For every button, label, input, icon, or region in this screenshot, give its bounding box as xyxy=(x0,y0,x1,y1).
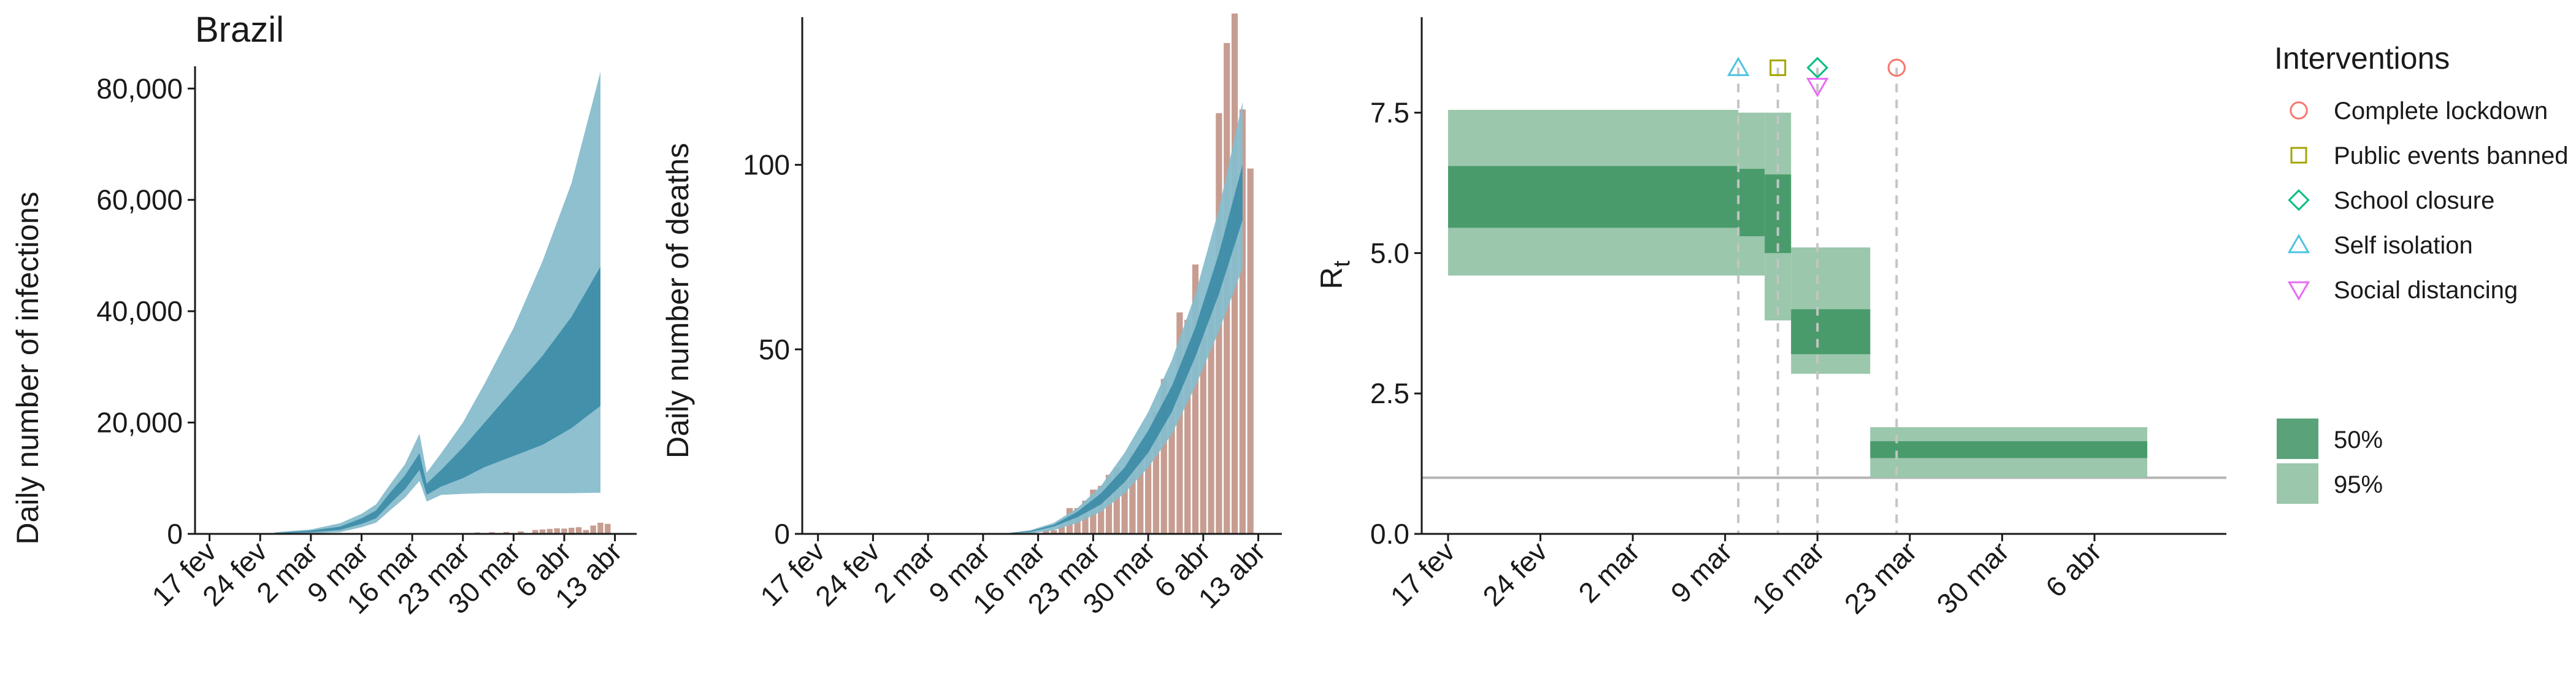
rt-x-tick-label: 23 mar xyxy=(1838,535,1923,620)
deaths-bar xyxy=(1200,334,1206,534)
deaths-bar xyxy=(1152,412,1160,534)
rt-x-tick-label: 9 mar xyxy=(1665,535,1738,609)
legend-marker xyxy=(2290,147,2307,164)
rt-step-50 xyxy=(1791,309,1871,355)
deaths-bar xyxy=(1137,449,1144,534)
legend-marker xyxy=(2287,234,2310,253)
infections-y-tick-label: 80,000 xyxy=(96,72,183,104)
rt-intervention-marker xyxy=(1769,59,1787,76)
rt-step-50 xyxy=(1448,166,1739,228)
legend-label: Self isolation xyxy=(2334,232,2473,259)
deaths-ribbon-95 xyxy=(983,102,1243,534)
infections-bar xyxy=(575,527,582,534)
infections-y-tick-label: 20,000 xyxy=(96,407,183,439)
rt-intervention-marker xyxy=(1887,58,1906,77)
rt-subscript: t xyxy=(1329,260,1355,267)
legend-swatch xyxy=(2277,463,2318,504)
deaths-bar xyxy=(1192,264,1199,534)
infections-bar xyxy=(532,530,539,534)
infections-bar xyxy=(605,523,611,534)
rt-intervention-marker xyxy=(1806,77,1829,98)
infections-bar xyxy=(546,528,553,534)
legend-swatch xyxy=(2277,419,2318,459)
infections-ribbon-50 xyxy=(274,266,600,534)
deaths-y-tick-label: 0 xyxy=(774,518,790,550)
legend-marker xyxy=(2287,281,2310,301)
deaths-bar xyxy=(1051,530,1057,534)
legend-label: 50% xyxy=(2334,426,2383,453)
rt-y-tick-label: 0.0 xyxy=(1370,518,1409,550)
deaths-bar xyxy=(1208,287,1214,534)
legend-label: Public events banned xyxy=(2334,142,2569,169)
legend-marker xyxy=(2290,101,2308,120)
deaths-x-tick-label: 24 fev xyxy=(809,535,886,612)
deaths-bar xyxy=(1121,474,1128,534)
infections-y-tick-label: 40,000 xyxy=(96,295,183,327)
rt-x-tick-label: 6 abr xyxy=(2039,535,2107,603)
rt-intervention-marker xyxy=(1806,56,1828,79)
rt-x-tick-label: 2 mar xyxy=(1572,535,1646,609)
deaths-bar xyxy=(1113,467,1120,534)
infections-bar xyxy=(518,531,524,534)
rt-step-50 xyxy=(1738,169,1765,236)
infections-y-tick-label: 0 xyxy=(167,518,183,550)
legend-label: Social distancing xyxy=(2334,277,2518,304)
legend-label: 95% xyxy=(2334,471,2383,498)
deaths-bar xyxy=(1129,452,1136,534)
legend: Interventions Complete lockdown Public ev… xyxy=(2274,41,2569,504)
rt-y-tick-label: 7.5 xyxy=(1370,97,1409,129)
rt-step-50 xyxy=(1870,441,2147,458)
infections-bar xyxy=(569,528,575,534)
infections-ribbon-95 xyxy=(274,72,600,534)
infections-bar xyxy=(583,530,589,534)
infections-bar xyxy=(503,531,510,534)
deaths-bar xyxy=(1184,320,1191,534)
deaths-bar xyxy=(1058,522,1065,534)
infections-y-tick-label: 60,000 xyxy=(96,184,183,216)
rt-y-tick-label: 5.0 xyxy=(1370,237,1409,269)
rt-panel: Rt 0.02.55.07.517 fev 24 fev 2 mar 9 mar 16 … xyxy=(1314,17,2226,620)
deaths-bar xyxy=(1144,449,1152,534)
legend-label: School closure xyxy=(2334,187,2494,214)
y-axis-title-infections: Daily number of infections xyxy=(10,191,45,544)
y-axis-title-rt: Rt xyxy=(1314,260,1355,289)
deaths-ribbon-50 xyxy=(983,164,1243,534)
rt-x-tick-label: 24 fev xyxy=(1476,535,1553,612)
deaths-bar xyxy=(1043,530,1049,534)
rt-label: R xyxy=(1314,267,1349,289)
deaths-bar xyxy=(1176,312,1183,534)
panel-title-infections: Brazil xyxy=(195,10,284,50)
deaths-bar xyxy=(1168,386,1175,534)
deaths-y-tick-label: 50 xyxy=(759,333,790,365)
infections-bar xyxy=(554,528,560,534)
legend-marker xyxy=(2288,189,2310,211)
rt-x-tick-label: 16 mar xyxy=(1746,535,1830,620)
rt-intervention-marker xyxy=(1727,56,1750,76)
infections-bar xyxy=(539,529,546,534)
infections-bar xyxy=(597,522,604,534)
rt-y-tick-label: 2.5 xyxy=(1370,377,1409,409)
infections-panel: Brazil Daily number of infections 0 20,00… xyxy=(10,10,637,620)
deaths-x-tick-label: 2 mar xyxy=(867,535,941,609)
y-axis-title-deaths: Daily number of deaths xyxy=(661,143,695,458)
deaths-bar xyxy=(1160,379,1167,534)
deaths-bar xyxy=(1239,109,1246,534)
infections-bar xyxy=(590,525,596,534)
infections-bar xyxy=(561,528,567,534)
deaths-bar xyxy=(1247,168,1254,534)
deaths-y-tick-label: 100 xyxy=(743,149,790,181)
legend-label: Complete lockdown xyxy=(2334,98,2548,125)
legend-title-interventions: Interventions xyxy=(2274,41,2450,75)
rt-x-tick-label: 30 mar xyxy=(1930,535,2015,620)
